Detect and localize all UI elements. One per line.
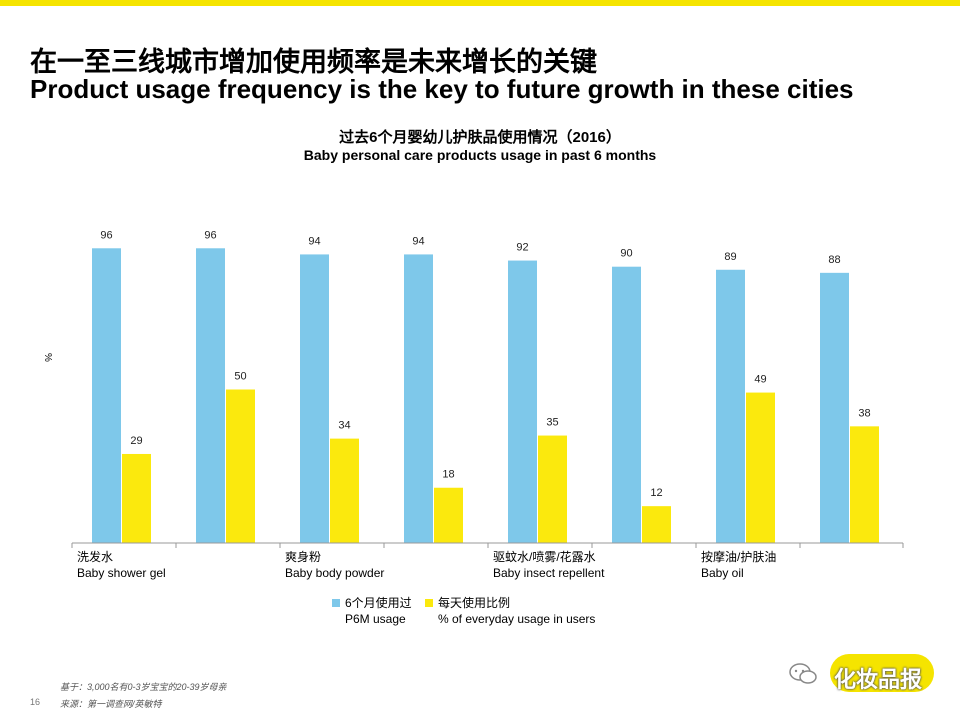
bar-everyday-2 (330, 438, 359, 543)
data-label-p6m-3: 94 (412, 235, 424, 247)
wechat-icon (789, 663, 817, 684)
page-title-en: Product usage frequency is the key to fu… (30, 74, 854, 104)
data-label-p6m-0: 96 (100, 229, 112, 241)
bar-p6m-1 (196, 248, 225, 543)
bar-everyday-4 (538, 435, 567, 543)
bar-p6m-3 (404, 254, 433, 544)
data-label-p6m-1: 96 (204, 229, 216, 241)
data-label-everyday-4: 35 (546, 417, 558, 429)
bar-p6m-2 (300, 254, 329, 544)
data-label-everyday-5: 12 (650, 487, 662, 499)
bar-everyday-7 (850, 426, 879, 543)
category-label-2: 爽身粉 Baby body powder (285, 549, 384, 581)
bar-everyday-0 (122, 453, 151, 543)
category-label-cn: 洗发水 (77, 550, 114, 564)
bar-everyday-6 (746, 392, 775, 543)
page-number: 16 (30, 697, 41, 707)
category-label-cn: 驱蚊水/喷雾/花露水 (493, 550, 596, 564)
data-label-everyday-2: 34 (338, 420, 350, 432)
brand-badge (830, 654, 934, 692)
data-label-p6m-6: 89 (724, 251, 736, 263)
bar-p6m-5 (612, 266, 641, 543)
data-label-everyday-7: 38 (858, 407, 870, 419)
category-label-cn: 爽身粉 (285, 550, 322, 564)
page-title-cn: 在一至三线城市增加使用频率是未来增长的关键 (30, 47, 597, 77)
legend-swatch-blue (332, 599, 340, 607)
footnote-source: 来源：第一调查网/英敏特 (60, 699, 162, 709)
category-label-cn: 按摩油/护肤油 (701, 550, 777, 564)
chart-title-cn: 过去6个月婴幼儿护肤品使用情况（2016） (339, 129, 621, 146)
category-label-6: 按摩油/护肤油 Baby oil (701, 549, 776, 581)
legend-swatch-yellow (425, 599, 433, 607)
bar-everyday-5 (642, 506, 671, 543)
category-label-0: 洗发水 Baby shower gel (77, 549, 166, 581)
data-label-p6m-2: 94 (308, 235, 320, 247)
category-label-en: Baby insect repellent (493, 566, 605, 580)
data-label-everyday-0: 29 (130, 435, 142, 447)
legend-item-p6m: 6个月使用过 P6M usage (332, 595, 412, 627)
bar-p6m-4 (508, 260, 537, 543)
data-label-everyday-1: 50 (234, 371, 246, 383)
category-label-en: Baby oil (701, 566, 744, 580)
bar-everyday-1 (226, 389, 255, 543)
category-label-4: 驱蚊水/喷雾/花露水 Baby insect repellent (493, 549, 604, 581)
data-label-p6m-7: 88 (828, 254, 840, 266)
bar-p6m-7 (820, 272, 849, 543)
top-accent-bar (0, 0, 960, 6)
legend-item-everyday: 每天使用比例 % of everyday usage in users (425, 595, 595, 627)
legend-label-cn: 6个月使用过 (345, 596, 412, 610)
footnote-base: 基于：3,000名有0-3岁宝宝的20-39岁母亲 (60, 682, 227, 692)
legend-label-cn: 每天使用比例 (438, 596, 511, 610)
brand-name: 化妆品报 (834, 667, 923, 692)
data-label-everyday-3: 18 (442, 469, 454, 481)
bar-everyday-3 (434, 487, 463, 543)
data-label-p6m-5: 90 (620, 248, 632, 260)
brand-watermark: 化妆品报 (789, 650, 934, 696)
bar-p6m-6 (716, 269, 745, 543)
data-label-p6m-4: 92 (516, 242, 528, 254)
legend-label-en: P6M usage (345, 612, 406, 626)
legend-label-en: % of everyday usage in users (438, 612, 596, 626)
category-label-en: Baby shower gel (77, 566, 166, 580)
category-label-en: Baby body powder (285, 566, 385, 580)
bar-p6m-0 (92, 248, 121, 543)
chart-title-en: Baby personal care products usage in pas… (303, 147, 657, 163)
data-label-everyday-6: 49 (754, 374, 766, 386)
